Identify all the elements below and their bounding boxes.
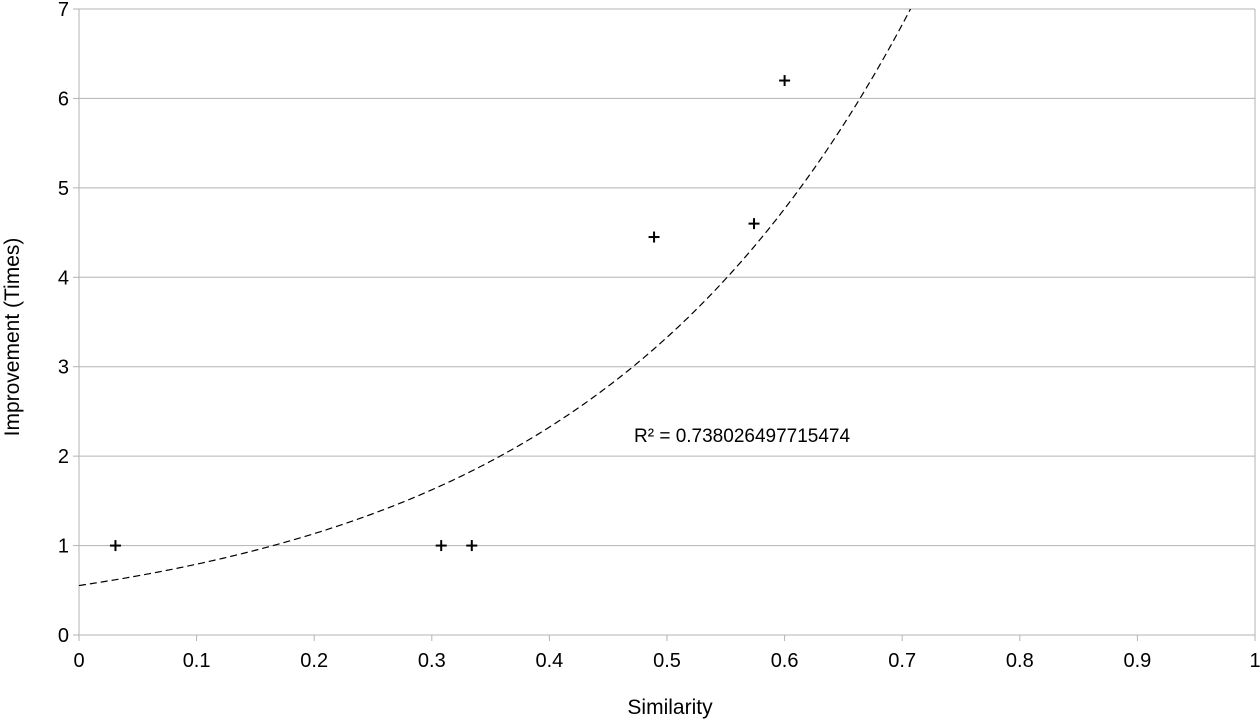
grid-lines (79, 8, 1255, 636)
data-point (648, 231, 660, 243)
data-point (109, 540, 121, 552)
y-tick-labels: 0 1 2 3 4 5 6 7 (58, 0, 69, 647)
y-tick-label: 7 (58, 0, 69, 21)
y-axis-title: Improvement (Times) (1, 238, 24, 437)
x-tick-label: 0.3 (418, 650, 446, 672)
x-tick-label: 0.6 (771, 650, 799, 672)
data-point (435, 540, 447, 552)
x-tick-label: 0.1 (183, 650, 211, 672)
x-tick-label: 1 (1249, 650, 1260, 672)
y-tick-label: 4 (58, 267, 69, 289)
trendline-annotation: R² = 0.738026497715474 (634, 426, 850, 447)
x-tick-label: 0.5 (653, 650, 681, 672)
y-tick-label: 2 (58, 446, 69, 468)
exponential-trendline (78, 8, 912, 587)
x-tick-label: 0.9 (1123, 650, 1151, 672)
x-tick-label: 0.4 (535, 650, 563, 672)
y-tick-label: 1 (58, 536, 69, 558)
data-point (748, 218, 760, 230)
x-tick-label: 0.8 (1006, 650, 1034, 672)
data-points (109, 75, 791, 552)
y-tick-label: 3 (58, 357, 69, 379)
x-tick-label: 0 (73, 650, 84, 672)
trendline-layer (78, 8, 912, 587)
y-tick-label: 0 (58, 625, 69, 647)
y-tick-label: 5 (58, 178, 69, 200)
x-tick-label: 0.7 (888, 650, 916, 672)
x-axis-title: Similarity (627, 696, 713, 719)
x-tick-labels: 0 0.1 0.2 0.3 0.4 0.5 0.6 0.7 0.8 0.9 1 (73, 650, 1260, 672)
data-point (779, 75, 791, 87)
data-point (466, 540, 478, 552)
x-tick-label: 0.2 (300, 650, 328, 672)
axes (73, 8, 1256, 641)
y-tick-label: 6 (58, 88, 69, 110)
